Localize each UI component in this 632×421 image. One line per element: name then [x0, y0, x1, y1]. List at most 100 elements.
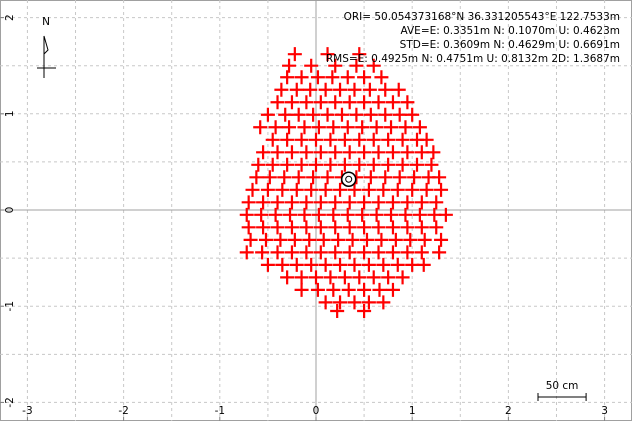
- point: [320, 107, 335, 122]
- point: [299, 95, 314, 110]
- point: [376, 182, 391, 197]
- point: [284, 95, 299, 110]
- point: [395, 157, 410, 172]
- point: [299, 145, 314, 160]
- point: [316, 232, 331, 247]
- point: [392, 107, 407, 122]
- point: [416, 257, 431, 272]
- point: [340, 207, 355, 222]
- point: [328, 220, 343, 235]
- point: [333, 82, 348, 97]
- point: [381, 157, 396, 172]
- point: [345, 232, 360, 247]
- point: [347, 182, 362, 197]
- point: [347, 257, 362, 272]
- point: [333, 257, 348, 272]
- x-tick-label: -2: [118, 405, 128, 417]
- point: [438, 207, 453, 222]
- point: [311, 207, 326, 222]
- point: [311, 120, 326, 135]
- point: [274, 82, 289, 97]
- point: [330, 304, 345, 319]
- point: [432, 245, 447, 260]
- point: [355, 207, 370, 222]
- point: [333, 295, 348, 310]
- point: [363, 107, 378, 122]
- point: [385, 282, 400, 297]
- point: [245, 182, 260, 197]
- point: [374, 70, 389, 85]
- point: [273, 232, 288, 247]
- y-tick-label: -2: [4, 397, 16, 407]
- point: [241, 195, 256, 210]
- point: [241, 220, 256, 235]
- point: [366, 270, 381, 285]
- point: [378, 107, 393, 122]
- point: [313, 195, 328, 210]
- point: [270, 245, 285, 260]
- point: [277, 170, 292, 185]
- point: [342, 245, 357, 260]
- point: [270, 95, 285, 110]
- point: [280, 132, 295, 147]
- point: [239, 245, 254, 260]
- point: [395, 270, 410, 285]
- point: [362, 82, 377, 97]
- point: [366, 132, 381, 147]
- point: [357, 282, 372, 297]
- point: [390, 257, 405, 272]
- point: [352, 47, 367, 62]
- point: [323, 270, 338, 285]
- point: [371, 145, 386, 160]
- point: [256, 220, 271, 235]
- y-tick-label: 1: [4, 110, 16, 117]
- point: [303, 82, 318, 97]
- point: [385, 220, 400, 235]
- point: [313, 220, 328, 235]
- point: [297, 207, 312, 222]
- point: [429, 220, 444, 235]
- point: [255, 245, 270, 260]
- point: [361, 295, 376, 310]
- mean-marker-inner: [345, 175, 353, 183]
- point: [280, 157, 295, 172]
- point: [419, 182, 434, 197]
- point: [294, 270, 309, 285]
- point: [337, 270, 352, 285]
- point: [384, 120, 399, 135]
- point: [347, 295, 362, 310]
- point: [352, 157, 367, 172]
- point: [429, 195, 444, 210]
- point: [371, 245, 386, 260]
- point: [371, 95, 386, 110]
- point: [434, 182, 449, 197]
- point: [328, 195, 343, 210]
- point: [357, 245, 372, 260]
- point: [357, 304, 372, 319]
- point: [265, 157, 280, 172]
- point: [412, 207, 427, 222]
- point: [326, 282, 341, 297]
- point: [361, 257, 376, 272]
- point: [400, 95, 415, 110]
- point: [258, 232, 273, 247]
- point: [432, 170, 447, 185]
- point: [405, 182, 420, 197]
- point: [328, 58, 343, 73]
- point: [331, 232, 346, 247]
- point: [384, 207, 399, 222]
- point: [341, 282, 356, 297]
- point: [398, 120, 413, 135]
- point: [309, 270, 323, 285]
- point: [260, 257, 275, 272]
- point: [414, 220, 429, 235]
- north-arrow: N: [37, 16, 56, 78]
- point: [326, 120, 341, 135]
- point: [260, 107, 275, 122]
- point: [326, 207, 341, 222]
- point: [349, 58, 364, 73]
- point: [400, 145, 415, 160]
- point: [310, 282, 325, 297]
- point: [299, 245, 314, 260]
- point: [280, 270, 295, 285]
